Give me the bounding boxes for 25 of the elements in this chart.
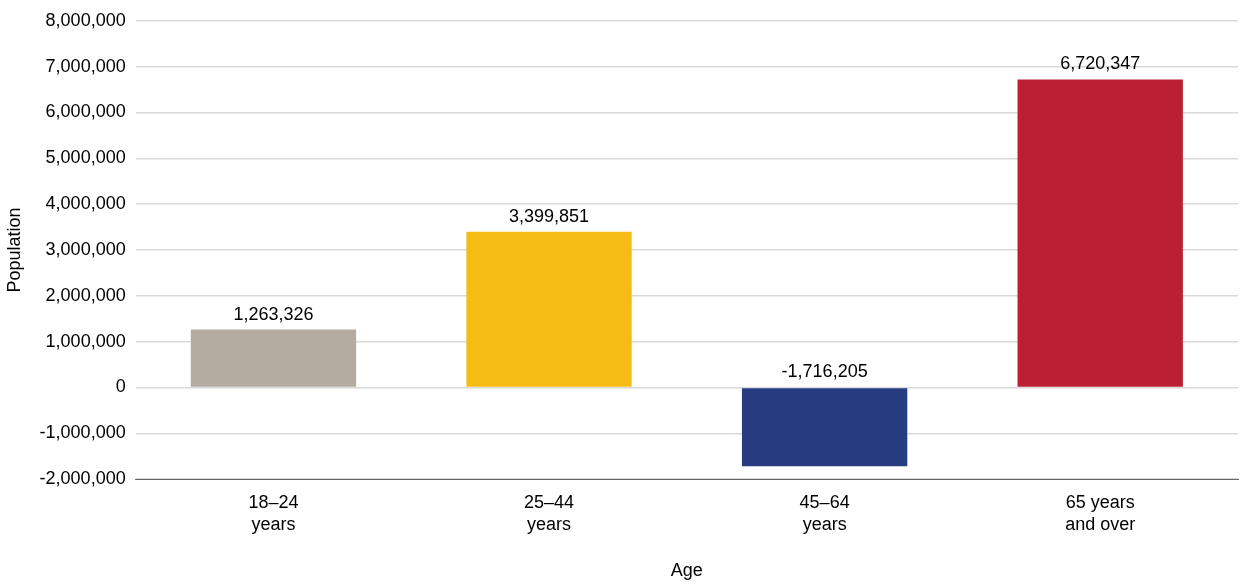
y-tick-label: 2,000,000 bbox=[45, 284, 126, 305]
y-tick-label: 4,000,000 bbox=[45, 193, 126, 214]
data-label: 6,720,347 bbox=[1060, 53, 1141, 74]
bar bbox=[1017, 79, 1183, 387]
y-tick-label: 1,000,000 bbox=[45, 330, 126, 351]
x-tick-label: 25–44 years bbox=[524, 491, 575, 534]
bar bbox=[466, 231, 632, 387]
data-label: -1,716,205 bbox=[781, 361, 868, 382]
x-tick-label: 18–24 years bbox=[248, 491, 299, 534]
y-tick-label: 0 bbox=[115, 376, 126, 397]
bar bbox=[741, 388, 908, 467]
y-axis-title: Population bbox=[3, 207, 24, 293]
y-tick-label: 3,000,000 bbox=[45, 238, 126, 259]
y-tick-label: 6,000,000 bbox=[45, 101, 126, 122]
y-tick-label: 5,000,000 bbox=[45, 147, 126, 168]
y-tick-label: -1,000,000 bbox=[39, 422, 126, 443]
y-tick-label: 7,000,000 bbox=[45, 55, 126, 76]
data-label: 3,399,851 bbox=[509, 205, 590, 226]
y-tick-label: 8,000,000 bbox=[45, 9, 126, 30]
y-tick-label: -2,000,000 bbox=[39, 468, 126, 489]
x-tick-label: 45–64 years bbox=[799, 491, 850, 534]
x-tick-label: 65 years and over bbox=[1065, 491, 1136, 534]
bar bbox=[190, 329, 357, 387]
x-axis-title: Age bbox=[670, 560, 703, 581]
data-label: 1,263,326 bbox=[233, 303, 314, 324]
